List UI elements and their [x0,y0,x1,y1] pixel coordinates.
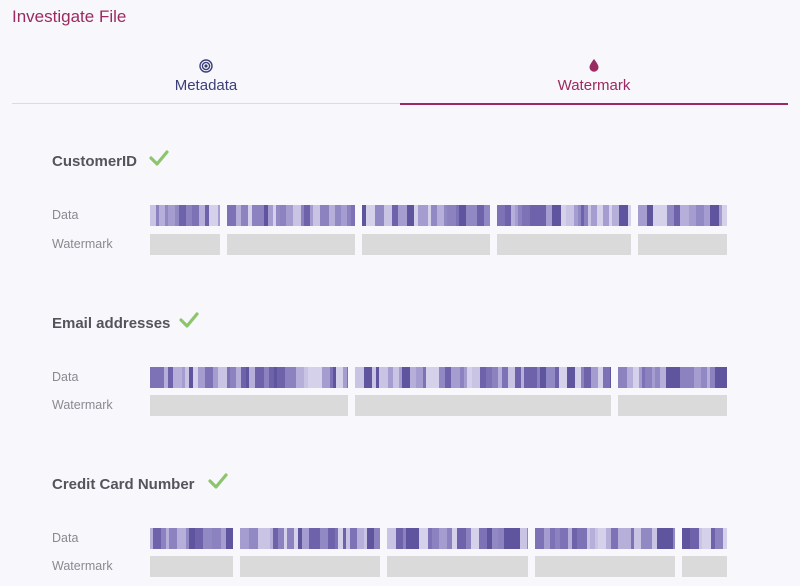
watermark-segment [355,395,611,416]
data-segment [535,528,675,549]
target-icon [12,55,400,75]
watermark-segment [150,395,348,416]
watermark-segment [387,556,528,577]
data-row-label: Data [52,208,79,222]
data-segment [355,367,611,388]
data-row-label: Data [52,531,79,545]
watermark-segment [150,556,233,577]
data-segment [240,528,380,549]
watermark-row-label: Watermark [52,398,113,412]
watermark-segment [227,234,355,255]
watermark-segment [150,234,220,255]
data-segment [682,528,727,549]
data-segment [362,205,490,226]
check-icon [149,149,169,172]
watermark-row-label: Watermark [52,559,113,573]
data-segment [618,367,727,388]
tab-bar: Metadata Watermark [12,55,788,105]
section-title: Email addresses [52,315,171,332]
watermark-segment [497,234,631,255]
watermark-row-label: Watermark [52,237,113,251]
watermark-segment [535,556,675,577]
data-segment [638,205,727,226]
tab-watermark[interactable]: Watermark [400,55,788,105]
section-title: Credit Card Number [52,476,195,493]
tab-metadata[interactable]: Metadata [12,55,400,104]
tab-watermark-label: Watermark [557,77,631,94]
watermark-segment [682,556,727,577]
data-segment [150,528,233,549]
section-title: CustomerID [52,153,138,170]
watermark-segment [618,395,727,416]
watermark-segment [240,556,380,577]
page-title: Investigate File [12,7,127,26]
watermark-segment [638,234,727,255]
data-segment [150,367,348,388]
watermark-segment [362,234,490,255]
data-segment [227,205,355,226]
data-segment [150,205,220,226]
section-credit-card-number: Credit Card Number Data Watermark [52,473,752,586]
check-icon [179,311,199,334]
section-email-addresses: Email addresses Data Watermark [52,312,752,425]
data-segment [497,205,631,226]
drop-icon [400,55,788,75]
tab-metadata-label: Metadata [174,77,238,94]
data-row-label: Data [52,370,79,384]
check-icon [208,472,228,495]
data-segment [387,528,528,549]
section-customerid: CustomerID Data Watermark [52,150,752,263]
